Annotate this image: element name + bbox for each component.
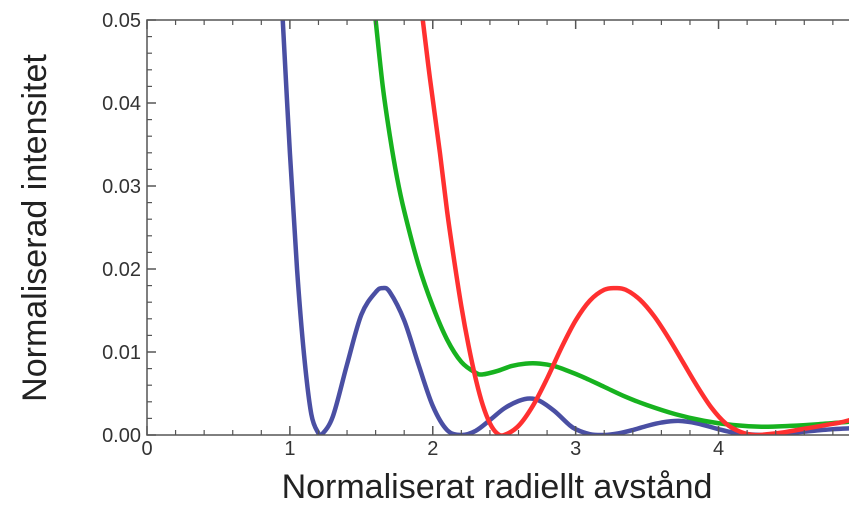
x-tick-label: 3 — [570, 438, 581, 460]
x-tick-label: 1 — [284, 438, 295, 460]
x-tick-label: 4 — [713, 438, 724, 460]
x-axis-title: Normaliserat radiellt avstånd — [282, 468, 713, 506]
x-tick-label: 0 — [141, 438, 152, 460]
y-tick-label: 0.05 — [102, 10, 141, 32]
y-tick-label: 0.01 — [102, 342, 141, 364]
y-axis-title: Normaliserad intensitet — [16, 54, 54, 402]
plot-frame — [146, 19, 849, 436]
axes-layer — [146, 19, 849, 436]
y-tick-label: 0.03 — [102, 176, 141, 198]
y-tick-label: 0.02 — [102, 259, 141, 281]
ticks-layer: 0 1 2 3 4 0.00 0.01 0.02 0.03 0.04 0.05 — [102, 10, 834, 460]
y-tick-label: 0.04 — [102, 93, 141, 115]
series-layer — [280, 20, 849, 435]
series-line-1 — [280, 20, 849, 435]
y-tick-label: 0.00 — [102, 425, 141, 447]
x-tick-label: 2 — [427, 438, 438, 460]
series-line-3 — [420, 20, 849, 435]
series-line-2 — [373, 20, 849, 429]
